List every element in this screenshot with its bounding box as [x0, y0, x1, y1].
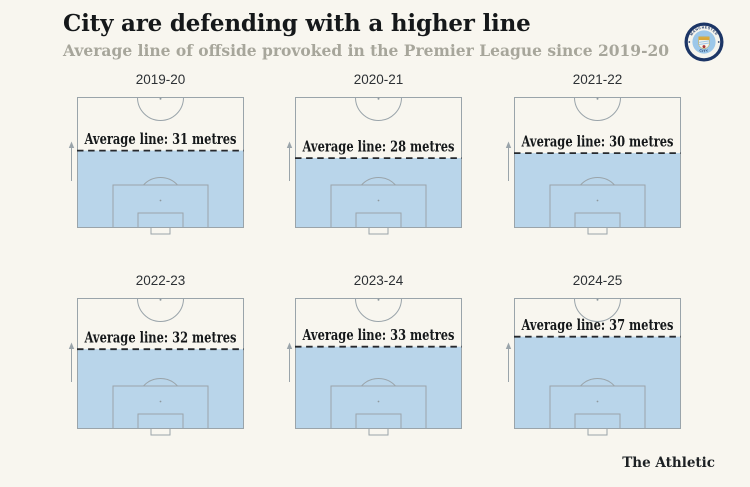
average-line-label: Average line: 37 metres [521, 316, 674, 334]
average-line-label: Average line: 33 metres [302, 326, 455, 344]
pitch-card-2019-20: 2019-20 Average line: 31 metres [65, 71, 256, 239]
penalty-arc [361, 176, 396, 186]
badge-rose [702, 45, 706, 49]
pitch-diagram: Average line: 33 metres [286, 298, 462, 436]
pitch-diagram: Average line: 31 metres [68, 97, 244, 235]
badge-dot-right [717, 41, 720, 43]
goal [150, 428, 171, 436]
average-line-label: Average line: 30 metres [521, 133, 674, 151]
penalty-arc [580, 176, 615, 186]
direction-arrow-head-icon [505, 141, 512, 148]
man-city-badge-icon: MANCHESTER CITY [684, 22, 724, 62]
penalty-spot [377, 199, 380, 202]
average-line-label: Average line: 28 metres [302, 138, 455, 156]
shaded-defending-zone [295, 346, 462, 429]
badge-shield-stripes [698, 40, 710, 45]
pitch-diagram: Average line: 32 metres [68, 298, 244, 436]
pitch-card-2022-23: 2022-23 Average line: 32 metres [65, 272, 256, 440]
page-title: City are defending with a higher line [63, 10, 531, 37]
penalty-arc [143, 176, 178, 186]
average-line-label: Average line: 32 metres [84, 329, 237, 347]
pitch-card-2024-25: 2024-25 Average line: 37 metres [502, 272, 693, 440]
goal [368, 227, 389, 235]
brand-credit: The Athletic [622, 455, 715, 471]
pitch-diagram: Average line: 37 metres [505, 298, 681, 436]
pitch-card-2020-21: 2020-21 Average line: 28 metres [283, 71, 474, 239]
centre-spot [159, 298, 162, 301]
goal [587, 428, 608, 436]
centre-circle [137, 298, 184, 322]
direction-arrow-head-icon [286, 141, 293, 148]
centre-circle [355, 298, 402, 322]
centre-circle [574, 298, 621, 322]
penalty-spot [159, 199, 162, 202]
goal [150, 227, 171, 235]
page-subtitle: Average line of offside provoked in the … [63, 41, 670, 60]
penalty-spot [377, 400, 380, 403]
season-label: 2019-20 [135, 72, 186, 87]
shaded-defending-zone [77, 349, 244, 429]
centre-spot [377, 97, 380, 100]
header: City are defending with a higher line Av… [63, 11, 669, 60]
direction-arrow-head-icon [68, 342, 75, 349]
badge-shield-gold-band [698, 37, 710, 41]
centre-spot [159, 97, 162, 100]
pitch-diagram: Average line: 28 metres [286, 97, 462, 235]
badge-bottom-text: CITY [699, 48, 709, 53]
shaded-defending-zone [514, 153, 681, 228]
average-line-label: Average line: 31 metres [84, 130, 237, 148]
pitch-diagram: Average line: 30 metres [505, 97, 681, 235]
centre-spot [377, 298, 380, 301]
centre-circle [137, 97, 184, 121]
direction-arrow-head-icon [505, 342, 512, 349]
season-label: 2021-22 [572, 72, 623, 87]
penalty-arc [361, 377, 396, 387]
goal [587, 227, 608, 235]
penalty-spot [596, 199, 599, 202]
badge-dot-left [688, 41, 691, 43]
direction-arrow-head-icon [286, 342, 293, 349]
centre-circle [355, 97, 402, 121]
direction-arrow-head-icon [68, 141, 75, 148]
penalty-spot [596, 400, 599, 403]
pitch-card-2023-24: 2023-24 Average line: 33 metres [283, 272, 474, 440]
penalty-arc [143, 377, 178, 387]
centre-spot [596, 97, 599, 100]
shaded-defending-zone [77, 150, 244, 228]
shaded-defending-zone [295, 158, 462, 228]
centre-circle [574, 97, 621, 121]
centre-spot [596, 298, 599, 301]
shaded-defending-zone [514, 336, 681, 429]
season-label: 2023-24 [353, 273, 404, 288]
goal [368, 428, 389, 436]
svg-text:CITY: CITY [699, 48, 709, 53]
pitch-card-2021-22: 2021-22 Average line: 30 metres [502, 71, 693, 239]
season-label: 2022-23 [135, 273, 186, 288]
penalty-arc [580, 377, 615, 387]
penalty-spot [159, 400, 162, 403]
season-label: 2024-25 [572, 273, 623, 288]
season-label: 2020-21 [353, 72, 404, 87]
